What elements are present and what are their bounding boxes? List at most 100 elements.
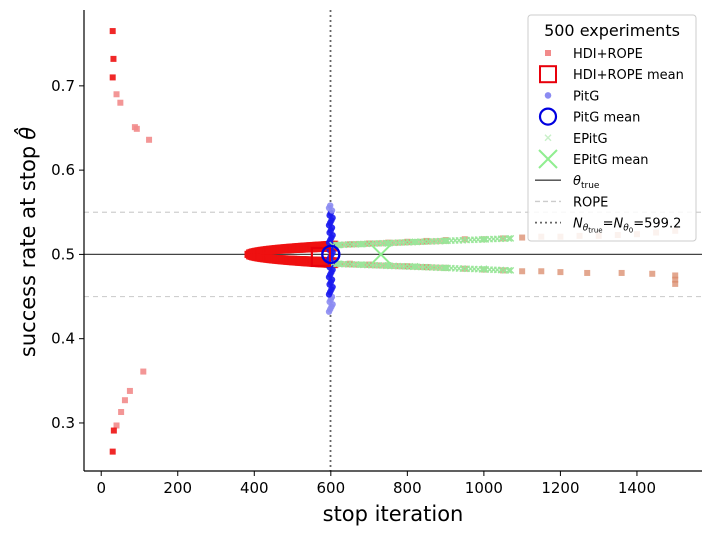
legend-entry: Nθtrue=Nθ0=599.2 [535, 217, 681, 235]
legend-swatch [539, 65, 557, 84]
x-tick-label: 400 [240, 479, 269, 497]
x-stroke [371, 244, 391, 265]
hdi-rope-point [392, 263, 399, 270]
x-tick-label: 1400 [618, 479, 656, 497]
y-tick-label: 0.5 [51, 245, 75, 263]
legend-label: HDI+ROPE [573, 47, 643, 62]
hdi-rope-point [672, 272, 679, 279]
x-stroke [442, 237, 450, 245]
x-stroke [480, 235, 488, 243]
y-axis-label: success rate at stop [16, 146, 40, 357]
legend: 500 experiments HDI+ROPE HDI+ROPE mean Pit… [527, 14, 697, 242]
legend-entry: HDI+ROPE mean [539, 65, 684, 84]
legend-swatch [538, 149, 558, 169]
hdi-rope-point [396, 263, 403, 270]
y-tick-label: 0.7 [51, 77, 75, 95]
legend-swatch [538, 107, 558, 126]
hdi-rope-point [415, 263, 422, 270]
epitg-point [384, 239, 392, 247]
legend-swatch [544, 134, 552, 142]
x-stroke [357, 261, 365, 269]
pitg-point [327, 202, 334, 209]
legend-title: 500 experiments [544, 21, 680, 40]
legend-label: PitG mean [573, 111, 640, 126]
hdi-rope-point [419, 238, 426, 245]
hdi-rope-point [355, 241, 362, 248]
hdi-rope-outlier [109, 74, 116, 81]
hdi-rope-point [355, 261, 362, 268]
hdi-rope-point [332, 260, 339, 267]
x-stroke [411, 238, 419, 246]
legend-label: EPitG [573, 132, 608, 147]
hdi-rope-outlier [133, 125, 140, 132]
hdi-rope-point [373, 262, 380, 269]
hdi-rope-outlier [117, 99, 124, 106]
hdi-rope-point [378, 262, 385, 269]
hdi-rope-point [519, 234, 526, 241]
epitg-point [507, 234, 515, 242]
hdi-rope-outlier [109, 448, 116, 455]
legend-label: EPitG mean [573, 153, 649, 168]
x-tick-label: 800 [393, 479, 422, 497]
hdi-rope-point [438, 238, 445, 245]
legend-entry: EPitG [544, 132, 608, 147]
epitg-point [505, 234, 513, 242]
hdi-rope-point [401, 239, 408, 246]
y-tick-label: 0.3 [51, 414, 75, 432]
legend-entry: PitG [544, 89, 599, 104]
hdi-rope-point [419, 264, 426, 271]
hdi-rope-point [584, 269, 591, 276]
x-stroke [442, 264, 450, 272]
epitg-point [505, 266, 513, 274]
hdi-rope-outlier [113, 91, 120, 98]
y-axis-symbol: θ̂ [14, 127, 40, 140]
legend-label: Nθtrue=Nθ0=599.2 [573, 217, 681, 235]
hdi-rope-outlier [118, 409, 125, 416]
epitg-mean-marker [371, 244, 391, 265]
hdi-rope-outlier [146, 136, 153, 143]
axes [79, 10, 702, 476]
x-axis-label: stop iteration [323, 502, 464, 526]
legend-entry: EPitG mean [538, 149, 649, 169]
epitg-point [357, 261, 365, 269]
hdi-rope-point [350, 241, 357, 248]
x-stroke [411, 262, 419, 270]
hdi-rope-outlier [110, 427, 117, 434]
x-stroke [480, 265, 488, 273]
legend-frame [527, 14, 697, 242]
x-stroke [384, 239, 392, 247]
legend-label: PitG [573, 89, 599, 104]
legend-label: θtrue [573, 174, 600, 191]
hdi-rope-point [332, 241, 339, 248]
hdi-rope-outlier [113, 422, 120, 429]
legend-entry: θtrue [535, 174, 600, 191]
hdi-rope-point [618, 269, 625, 276]
hdi-rope-point [401, 263, 408, 270]
legend-swatch [545, 50, 551, 56]
epitg-point [507, 266, 515, 274]
x-stroke [505, 266, 513, 274]
epitg-point [442, 264, 450, 272]
hdi-rope-point [672, 276, 679, 283]
hdi-rope-point [519, 268, 526, 275]
x-tick-label: 600 [316, 479, 345, 497]
y-tick-label: 0.4 [51, 330, 75, 348]
x-stroke [507, 234, 515, 242]
epitg-point [442, 237, 450, 245]
legend-entry: HDI+ROPE [545, 47, 643, 62]
x-stroke [357, 240, 365, 248]
epitg-point [480, 265, 488, 273]
mean-markers [310, 244, 391, 268]
hdi-rope-point [415, 238, 422, 245]
hdi-rope-outlier [110, 55, 117, 62]
hdi-rope-point [538, 268, 545, 275]
legend-entry: PitG mean [538, 107, 640, 126]
x-stroke [507, 266, 515, 274]
epitg-point [357, 240, 365, 248]
x-tick-label: 0 [96, 479, 106, 497]
pitg-mean-marker [321, 244, 341, 265]
hdi-rope-point [649, 270, 656, 277]
hdi-rope-point [424, 264, 431, 271]
hdi-rope-point [350, 261, 357, 268]
hdi-rope-point [500, 267, 507, 274]
